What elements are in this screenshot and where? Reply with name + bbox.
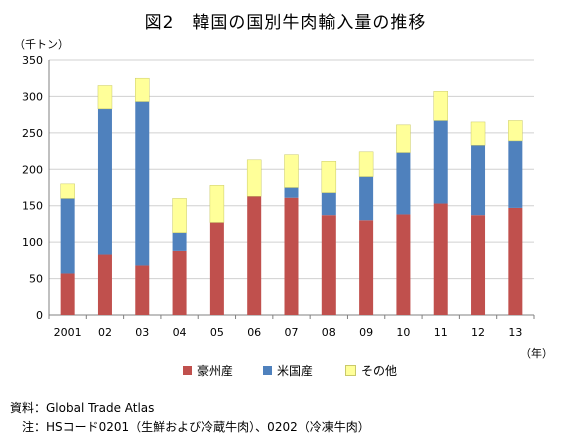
legend-item: 米国産 <box>263 362 313 379</box>
bar-segment <box>471 145 486 216</box>
bar-segment <box>284 154 299 188</box>
y-tick-label: 100 <box>22 236 43 249</box>
x-tick-label: 11 <box>434 326 448 339</box>
y-tick-label: 150 <box>22 200 43 213</box>
x-tick-label: 09 <box>359 326 373 339</box>
legend-swatch <box>183 366 192 375</box>
bar-segment <box>284 197 299 315</box>
x-axis-unit-label: （年） <box>520 347 553 360</box>
legend-swatch <box>345 365 356 376</box>
bar-segment <box>97 254 112 315</box>
footnote: 注：HSコード0201（生鮮および冷蔵牛肉）、0202（冷凍牛肉） <box>10 420 370 434</box>
y-tick-label: 0 <box>36 309 43 322</box>
x-tick-label: 03 <box>135 326 149 339</box>
bar-segment <box>359 220 374 315</box>
x-tick-label: 02 <box>98 326 112 339</box>
bar-segment <box>172 250 187 315</box>
bar-segment <box>247 196 262 315</box>
bar-segment <box>60 198 75 274</box>
bar-segment <box>97 108 112 255</box>
bar-segment <box>508 120 523 142</box>
bar-segment <box>396 152 411 215</box>
y-axis-unit-label: （千トン） <box>14 38 69 51</box>
chart-title: 図2 韓国の国別牛肉輸入量の推移 <box>144 13 427 33</box>
bar-segment <box>135 101 150 266</box>
x-tick-label: 07 <box>285 326 299 339</box>
bar-segment <box>433 120 448 204</box>
y-tick-label: 350 <box>22 54 43 67</box>
bar-segment <box>135 77 150 102</box>
x-tick-label: 08 <box>322 326 336 339</box>
bar-segment <box>470 121 486 146</box>
legend-label: その他 <box>361 364 398 378</box>
x-tick-label: 10 <box>396 326 410 339</box>
legend-item: 豪州産 <box>183 362 233 379</box>
legend-label: 米国産 <box>277 364 314 378</box>
legend-swatch <box>263 366 272 375</box>
bar-segment <box>246 159 262 197</box>
bar-segment <box>508 207 523 315</box>
bar-segment <box>209 222 224 315</box>
bar-segment <box>471 215 486 315</box>
bar-segment <box>172 198 187 233</box>
x-tick-label: 13 <box>508 326 522 339</box>
x-tick-label: 12 <box>471 326 485 339</box>
bar-segment <box>396 124 411 153</box>
legend-item: その他 <box>345 362 397 379</box>
bar-segment <box>60 273 75 315</box>
x-tick-label: 06 <box>247 326 261 339</box>
bar-segment <box>358 151 374 177</box>
y-tick-label: 200 <box>22 163 43 176</box>
x-tick-label: 04 <box>173 326 187 339</box>
bar-segment <box>396 214 411 315</box>
bar-segment <box>321 192 336 216</box>
bar-segment <box>433 203 448 315</box>
source-note: 資料：Global Trade Atlas <box>10 401 155 415</box>
legend-label: 豪州産 <box>197 364 234 378</box>
bar-segment <box>359 176 374 221</box>
y-tick-label: 50 <box>29 273 43 286</box>
bar-segment <box>284 187 299 198</box>
bar-segment <box>209 185 225 223</box>
bar-segment <box>135 265 150 315</box>
bar-segment <box>60 183 75 199</box>
bar-segment <box>321 161 337 193</box>
chart-legend: 豪州産 米国産 その他 <box>0 362 571 382</box>
bar-segment <box>172 232 187 251</box>
bar-segment <box>508 140 523 208</box>
y-tick-label: 250 <box>22 127 43 140</box>
bar-segment <box>433 91 448 121</box>
y-tick-label: 300 <box>22 90 43 103</box>
bar-segment <box>321 215 336 315</box>
bar-segment <box>97 85 113 110</box>
x-tick-label: 2001 <box>54 326 82 339</box>
x-tick-label: 05 <box>210 326 224 339</box>
